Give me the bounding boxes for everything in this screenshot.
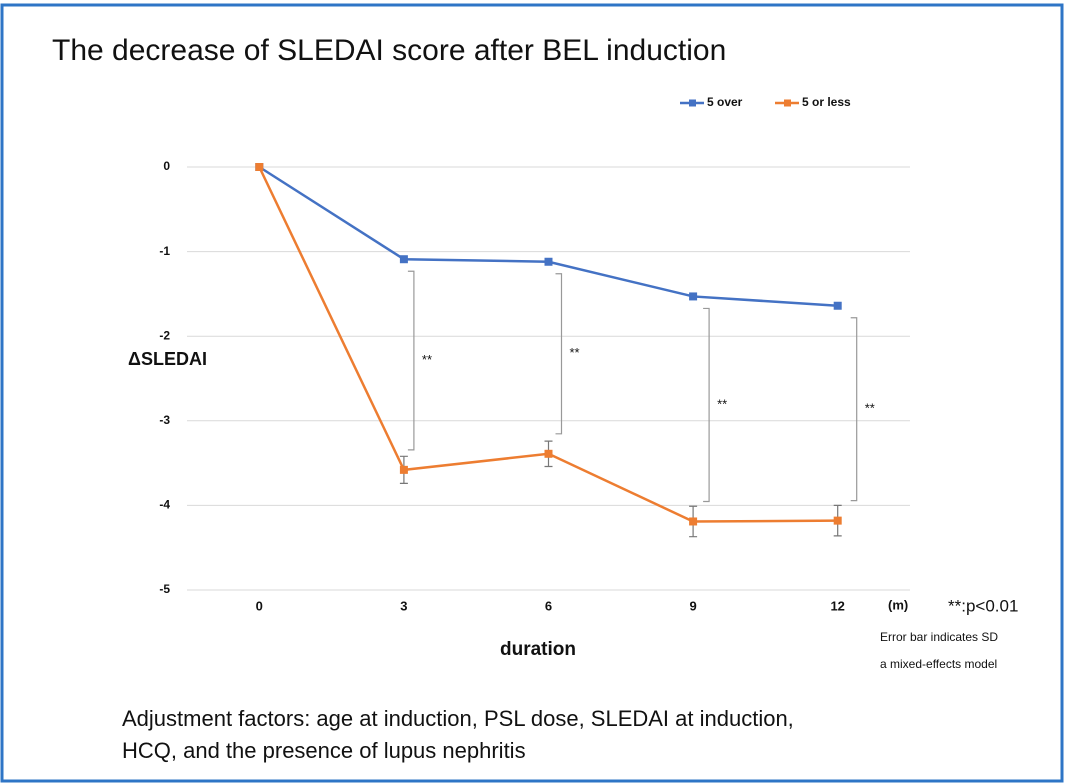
- note: a mixed-effects model: [880, 657, 997, 671]
- significance-bracket: [555, 273, 563, 435]
- marker: [399, 465, 408, 474]
- footer-line: HCQ, and the presence of lupus nephritis: [122, 738, 526, 763]
- y-tick-label: -4: [159, 498, 170, 512]
- y-tick-label: -1: [159, 244, 170, 258]
- chart-title: The decrease of SLEDAI score after BEL i…: [52, 34, 726, 67]
- y-axis-label: ΔSLEDAI: [128, 349, 207, 369]
- marker: [544, 449, 553, 458]
- marker: [544, 257, 553, 266]
- significance-label: **: [570, 345, 580, 360]
- x-tick-label: 12: [830, 598, 844, 613]
- marker: [689, 292, 698, 301]
- note: **:p<0.01: [948, 596, 1018, 615]
- marker: [255, 163, 264, 171]
- y-tick-label: -5: [159, 582, 170, 596]
- marker: [833, 301, 842, 310]
- line: [258, 165, 838, 307]
- legend-marker: [784, 99, 791, 107]
- marker: [833, 516, 842, 525]
- x-tick-label: 9: [689, 598, 696, 613]
- x-axis-label: duration: [500, 639, 576, 660]
- legend-label: 5 or less: [802, 95, 851, 109]
- significance-bracket: [407, 270, 415, 451]
- x-tick-label: 0: [256, 598, 263, 613]
- y-tick-label: -3: [159, 413, 170, 427]
- y-tick-label: 0: [163, 159, 170, 173]
- x-tick-label: 3: [400, 598, 407, 613]
- line: [258, 166, 838, 523]
- significance-label: **: [422, 352, 432, 367]
- marker: [399, 255, 408, 264]
- x-unit: (m): [888, 597, 908, 612]
- y-tick-label: -2: [159, 328, 170, 342]
- legend-label: 5 over: [707, 95, 743, 109]
- significance-label: **: [717, 396, 727, 411]
- significance-bracket: [703, 307, 710, 503]
- legend-marker: [689, 99, 696, 107]
- significance-label: **: [865, 401, 875, 416]
- frame: [0, 3, 1064, 783]
- footer-line: Adjustment factors: age at induction, PS…: [122, 706, 794, 731]
- significance-bracket: [850, 317, 858, 502]
- note: Error bar indicates SD: [880, 630, 998, 644]
- x-tick-label: 6: [545, 598, 552, 613]
- marker: [689, 517, 698, 526]
